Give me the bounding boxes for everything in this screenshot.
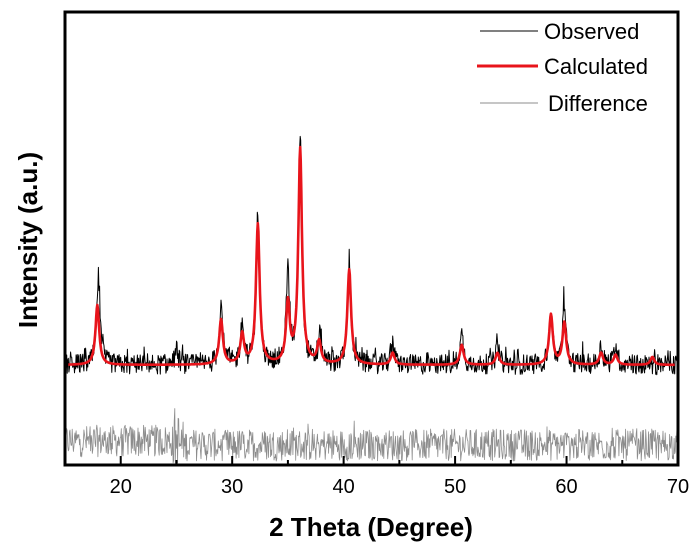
x-tick-label: 70 — [667, 476, 689, 498]
legend-label-observed: Observed — [544, 19, 639, 44]
x-tick-label: 20 — [110, 476, 132, 498]
calculated-series-line — [67, 145, 676, 367]
y-axis-title: Intensity (a.u.) — [13, 152, 43, 328]
x-tick-label: 60 — [555, 476, 577, 498]
x-axis-title: 2 Theta (Degree) — [269, 512, 473, 542]
legend: Observed Calculated Difference — [477, 19, 648, 116]
x-axis-ticks: 20 30 40 50 60 70 — [64, 456, 689, 498]
observed-series-line — [64, 135, 679, 376]
difference-series-line — [64, 408, 679, 464]
legend-label-calculated: Calculated — [544, 54, 648, 79]
x-tick-label: 40 — [333, 476, 355, 498]
x-tick-label: 30 — [221, 476, 243, 498]
plot-frame — [63, 10, 680, 467]
plot-series — [64, 135, 679, 464]
legend-label-difference: Difference — [548, 91, 648, 116]
x-tick-label: 50 — [444, 476, 466, 498]
